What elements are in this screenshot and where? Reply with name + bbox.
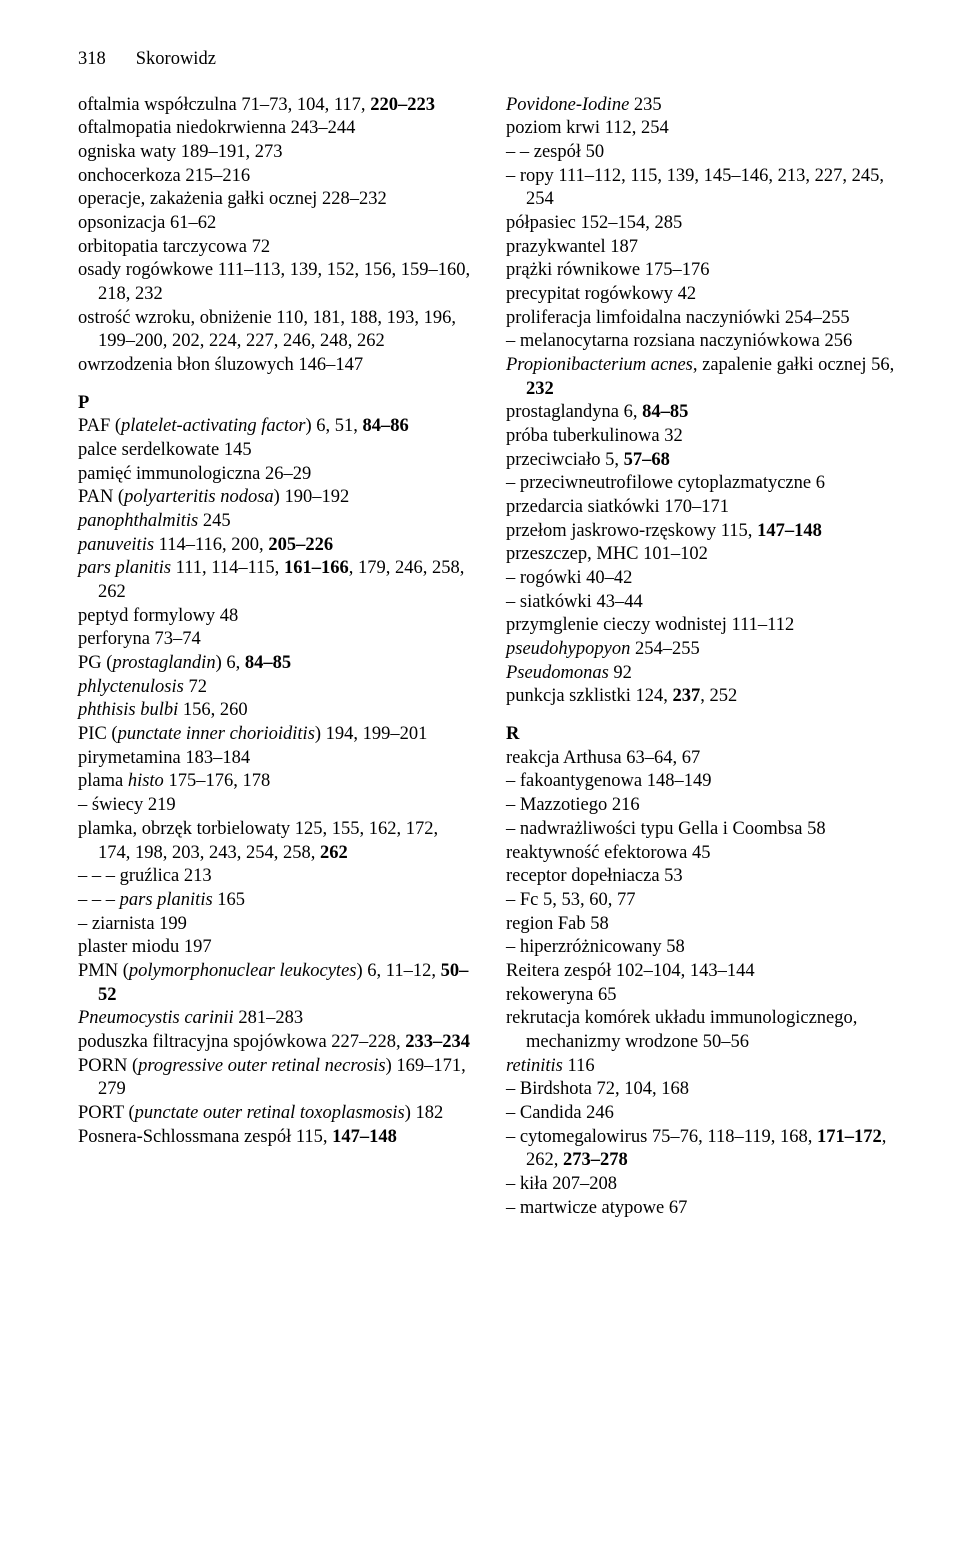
index-entry: – – zespół 50 bbox=[506, 141, 902, 165]
index-entry: osady rogówkowe 111–113, 139, 152, 156, … bbox=[78, 259, 474, 306]
index-entry: PMN (polymorphonuclear leukocytes) 6, 11… bbox=[78, 960, 474, 1007]
index-entry: region Fab 58 bbox=[506, 913, 902, 937]
index-entry: opsonizacja 61–62 bbox=[78, 212, 474, 236]
index-entry: rekoweryna 65 bbox=[506, 984, 902, 1008]
index-entry: przymglenie cieczy wodnistej 111–112 bbox=[506, 614, 902, 638]
index-entry: – melanocytarna rozsiana naczyniówkowa 2… bbox=[506, 330, 902, 354]
index-entry: poziom krwi 112, 254 bbox=[506, 117, 902, 141]
index-entry: przełom jaskrowo-rzęskowy 115, 147–148 bbox=[506, 520, 902, 544]
index-entry: – martwicze atypowe 67 bbox=[506, 1197, 902, 1221]
index-entry: – ropy 111–112, 115, 139, 145–146, 213, … bbox=[506, 165, 902, 212]
index-entry: prostaglandyna 6, 84–85 bbox=[506, 401, 902, 425]
index-entry: orbitopatia tarczycowa 72 bbox=[78, 236, 474, 260]
index-entry: ogniska waty 189–191, 273 bbox=[78, 141, 474, 165]
index-entry: precypitat rogówkowy 42 bbox=[506, 283, 902, 307]
index-entry: oftalmia współczulna 71–73, 104, 117, 22… bbox=[78, 94, 474, 118]
index-entry: plamka, obrzęk torbielowaty 125, 155, 16… bbox=[78, 818, 474, 865]
index-entry: prazykwantel 187 bbox=[506, 236, 902, 260]
index-entry: PIC (punctate inner chorioiditis) 194, 1… bbox=[78, 723, 474, 747]
index-entry: Povidone-Iodine 235 bbox=[506, 94, 902, 118]
index-entry: punkcja szklistki 124, 237, 252 bbox=[506, 685, 902, 709]
right-column: Povidone-Iodine 235poziom krwi 112, 254–… bbox=[506, 94, 902, 1221]
index-entry: peptyd formylowy 48 bbox=[78, 605, 474, 629]
index-entry: plama histo 175–176, 178 bbox=[78, 770, 474, 794]
index-entry: – Candida 246 bbox=[506, 1102, 902, 1126]
index-entry: plaster miodu 197 bbox=[78, 936, 474, 960]
index-entry: PAN (polyarteritis nodosa) 190–192 bbox=[78, 486, 474, 510]
index-entry: – ziarnista 199 bbox=[78, 913, 474, 937]
section-heading-p: P bbox=[78, 392, 474, 416]
index-entry: – siatkówki 43–44 bbox=[506, 591, 902, 615]
index-entry: prążki równikowe 175–176 bbox=[506, 259, 902, 283]
page-number: 318 bbox=[78, 48, 106, 72]
index-entry: próba tuberkulinowa 32 bbox=[506, 425, 902, 449]
index-entry: przedarcia siatkówki 170–171 bbox=[506, 496, 902, 520]
index-entry: owrzodzenia błon śluzowych 146–147 bbox=[78, 354, 474, 378]
index-entry: – przeciwneutrofilowe cytoplazmatyczne 6 bbox=[506, 472, 902, 496]
index-entry: przeciwciało 5, 57–68 bbox=[506, 449, 902, 473]
index-entry: – rogówki 40–42 bbox=[506, 567, 902, 591]
left-column: oftalmia współczulna 71–73, 104, 117, 22… bbox=[78, 94, 474, 1221]
index-entry: phthisis bulbi 156, 260 bbox=[78, 699, 474, 723]
index-entry: Pseudomonas 92 bbox=[506, 662, 902, 686]
index-entry: panophthalmitis 245 bbox=[78, 510, 474, 534]
index-entry: Reitera zespół 102–104, 143–144 bbox=[506, 960, 902, 984]
index-entry: PAF (platelet-activating factor) 6, 51, … bbox=[78, 415, 474, 439]
index-entry: przeszczep, MHC 101–102 bbox=[506, 543, 902, 567]
index-entry: pars planitis 111, 114–115, 161–166, 179… bbox=[78, 557, 474, 604]
index-entry: Posnera-Schlossmana zespół 115, 147–148 bbox=[78, 1126, 474, 1150]
index-entry: – Fc 5, 53, 60, 77 bbox=[506, 889, 902, 913]
index-entry: – – – pars planitis 165 bbox=[78, 889, 474, 913]
index-entry: panuveitis 114–116, 200, 205–226 bbox=[78, 534, 474, 558]
index-columns: oftalmia współczulna 71–73, 104, 117, 22… bbox=[78, 94, 902, 1221]
section-heading-r: R bbox=[506, 723, 902, 747]
index-entry: proliferacja limfoidalna naczyniówki 254… bbox=[506, 307, 902, 331]
index-entry: reakcja Arthusa 63–64, 67 bbox=[506, 747, 902, 771]
index-entry: półpasiec 152–154, 285 bbox=[506, 212, 902, 236]
index-entry: retinitis 116 bbox=[506, 1055, 902, 1079]
index-entry: – – – gruźlica 213 bbox=[78, 865, 474, 889]
index-entry: – nadwrażliwości typu Gella i Coombsa 58 bbox=[506, 818, 902, 842]
index-entry: pirymetamina 183–184 bbox=[78, 747, 474, 771]
header-title: Skorowidz bbox=[136, 48, 216, 72]
index-entry: perforyna 73–74 bbox=[78, 628, 474, 652]
index-entry: receptor dopełniacza 53 bbox=[506, 865, 902, 889]
index-entry: – kiła 207–208 bbox=[506, 1173, 902, 1197]
index-entry: oftalmopatia niedokrwienna 243–244 bbox=[78, 117, 474, 141]
index-entry: – cytomegalowirus 75–76, 118–119, 168, 1… bbox=[506, 1126, 902, 1173]
index-entry: Pneumocystis carinii 281–283 bbox=[78, 1007, 474, 1031]
index-entry: operacje, zakażenia gałki ocznej 228–232 bbox=[78, 188, 474, 212]
index-entry: rekrutacja komórek układu immunologiczne… bbox=[506, 1007, 902, 1054]
index-entry: poduszka filtracyjna spojówkowa 227–228,… bbox=[78, 1031, 474, 1055]
index-entry: Propionibacterium acnes, zapalenie gałki… bbox=[506, 354, 902, 401]
index-entry: phlyctenulosis 72 bbox=[78, 676, 474, 700]
index-entry: reaktywność efektorowa 45 bbox=[506, 842, 902, 866]
index-entry: PORN (progressive outer retinal necrosis… bbox=[78, 1055, 474, 1102]
index-entry: palce serdelkowate 145 bbox=[78, 439, 474, 463]
index-entry: pseudohypopyon 254–255 bbox=[506, 638, 902, 662]
index-entry: – Birdshota 72, 104, 168 bbox=[506, 1078, 902, 1102]
index-entry: PORT (punctate outer retinal toxoplasmos… bbox=[78, 1102, 474, 1126]
index-entry: onchocerkoza 215–216 bbox=[78, 165, 474, 189]
index-entry: – fakoantygenowa 148–149 bbox=[506, 770, 902, 794]
index-entry: PG (prostaglandin) 6, 84–85 bbox=[78, 652, 474, 676]
index-entry: – hiperzróżnicowany 58 bbox=[506, 936, 902, 960]
index-entry: pamięć immunologiczna 26–29 bbox=[78, 463, 474, 487]
index-entry: – świecy 219 bbox=[78, 794, 474, 818]
index-entry: ostrość wzroku, obniżenie 110, 181, 188,… bbox=[78, 307, 474, 354]
page-header: 318 Skorowidz bbox=[78, 48, 902, 72]
index-entry: – Mazzotiego 216 bbox=[506, 794, 902, 818]
